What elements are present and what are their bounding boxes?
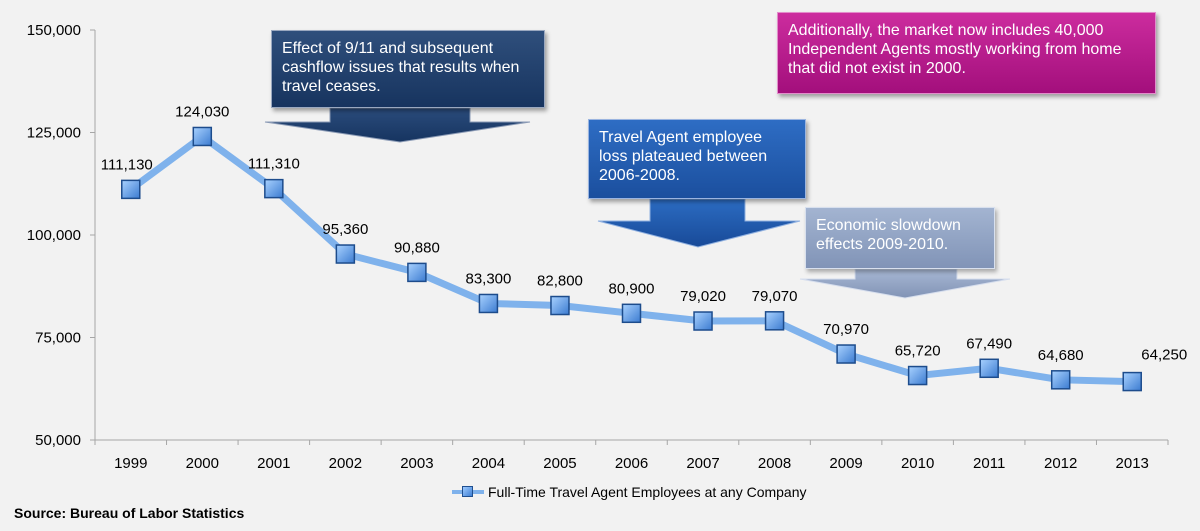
legend-label: Full-Time Travel Agent Employees at any …	[488, 484, 807, 500]
annotation-agents-line-1: Additionally, the market now includes 40…	[788, 22, 1104, 39]
data-point	[836, 344, 856, 364]
data-point	[621, 303, 642, 324]
x-tick-label: 2011	[973, 455, 1005, 472]
x-tick-label: 1999	[114, 455, 147, 472]
x-tick-label: 2000	[186, 455, 219, 472]
data-point	[550, 295, 570, 316]
data-point	[1122, 371, 1142, 392]
data-label: 70,970	[823, 321, 869, 338]
callout-arrow-911	[264, 107, 531, 143]
y-tick-label: 75,000	[35, 330, 81, 347]
annotation-plateau-line-2: loss plateaued between	[599, 148, 768, 165]
annotation-plateau-line-3: 2006-2008.	[599, 167, 680, 184]
annotation-agents-line-3: that did not exist in 2000.	[788, 60, 966, 77]
annotation-911-line-3: travel ceases.	[282, 78, 381, 95]
annotation-911-line-2: cashflow issues that results when	[282, 59, 520, 76]
y-tick-label: 150,000	[27, 22, 81, 39]
data-label: 64,680	[1038, 347, 1084, 364]
data-label: 79,020	[680, 288, 726, 305]
data-label: 67,490	[966, 335, 1012, 352]
data-point	[478, 293, 499, 314]
data-label: 124,030	[175, 103, 229, 120]
data-label: 82,800	[537, 273, 583, 290]
data-label: 83,300	[465, 270, 511, 287]
y-tick-label: 125,000	[27, 125, 81, 142]
y-tick-label: 100,000	[27, 227, 81, 244]
annotation-slowdown-line-2: effects 2009-2010.	[816, 236, 949, 253]
x-tick-label: 2010	[901, 455, 934, 472]
x-tick-label: 2013	[1116, 455, 1149, 472]
data-label: 64,250	[1141, 347, 1187, 364]
data-point	[335, 244, 356, 264]
annotation-independent-agents: Additionally, the market now includes 40…	[777, 12, 1156, 94]
data-point	[1050, 370, 1071, 390]
annotation-plateau: Travel Agent employee loss plateaued bet…	[588, 119, 806, 199]
x-tick-label: 2006	[615, 455, 648, 472]
x-tick-label: 2008	[758, 455, 791, 472]
data-point	[121, 179, 141, 200]
source-note: Source: Bureau of Labor Statistics	[14, 505, 245, 521]
annotation-911-line-1: Effect of 9/11 and subsequent	[282, 40, 494, 57]
data-label: 90,880	[394, 239, 440, 256]
x-tick-label: 2003	[400, 455, 433, 472]
data-point	[192, 126, 213, 147]
y-tick-label: 50,000	[35, 432, 81, 449]
annotation-slowdown-line-1: Economic slowdown	[816, 217, 961, 234]
data-point	[907, 365, 928, 386]
x-tick-label: 2002	[329, 455, 362, 472]
x-tick-label: 2009	[829, 455, 862, 472]
data-point	[979, 358, 999, 379]
x-tick-label: 2005	[543, 455, 576, 472]
annotation-plateau-line-1: Travel Agent employee	[599, 129, 763, 146]
annotation-slowdown: Economic slowdown effects 2009-2010.	[805, 207, 995, 269]
annotation-agents-line-2: Independent Agents mostly working from h…	[788, 41, 1122, 58]
data-point	[693, 311, 713, 331]
data-label: 111,130	[101, 156, 153, 173]
data-label: 95,360	[322, 221, 368, 238]
data-point	[764, 311, 785, 331]
legend-swatch-icon	[452, 485, 484, 499]
x-tick-label: 2001	[257, 455, 290, 472]
legend: Full-Time Travel Agent Employees at any …	[452, 484, 807, 500]
data-label: 65,720	[895, 343, 941, 360]
data-label: 79,070	[752, 288, 798, 305]
callout-arrow-plateau	[597, 198, 801, 248]
data-point	[407, 262, 427, 283]
data-label: 111,310	[248, 156, 300, 173]
x-tick-label: 2004	[472, 455, 505, 472]
data-point	[264, 178, 284, 199]
x-tick-label: 2012	[1044, 455, 1077, 472]
data-label: 80,900	[609, 280, 655, 297]
x-tick-label: 2007	[686, 455, 719, 472]
callout-arrows	[264, 107, 1011, 299]
annotation-911: Effect of 9/11 and subsequent cashflow i…	[271, 30, 545, 108]
callout-arrow-slowdown	[799, 268, 1011, 299]
